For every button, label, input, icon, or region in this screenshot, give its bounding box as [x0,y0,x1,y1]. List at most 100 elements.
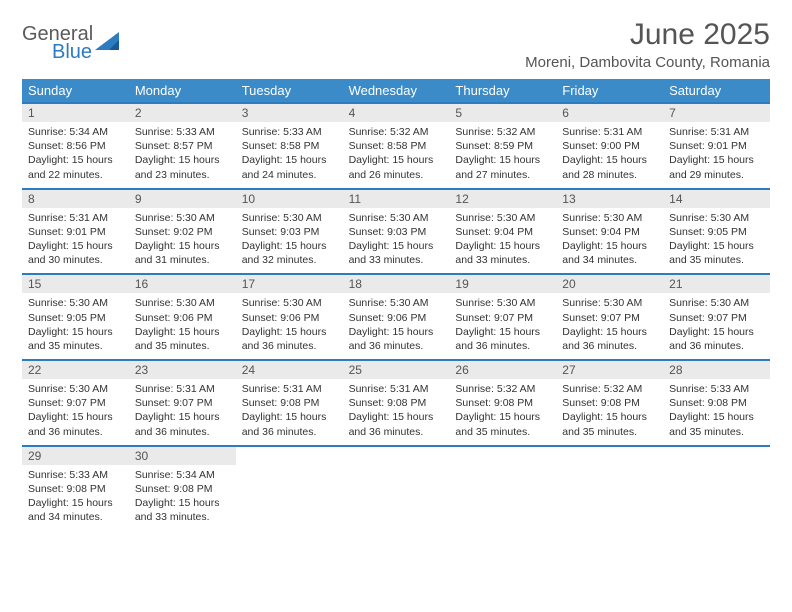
day-number: 13 [556,190,663,208]
day-number: 27 [556,361,663,379]
sunset-line: Sunset: 9:04 PM [455,225,550,239]
sunrise-line: Sunrise: 5:31 AM [562,125,657,139]
day-number [449,447,556,465]
sunrise-line: Sunrise: 5:30 AM [28,382,123,396]
day-cell: Sunrise: 5:34 AMSunset: 8:56 PMDaylight:… [22,122,129,188]
week-block: 1234567Sunrise: 5:34 AMSunset: 8:56 PMDa… [22,102,770,188]
day-cell: Sunrise: 5:33 AMSunset: 8:58 PMDaylight:… [236,122,343,188]
sunrise-line: Sunrise: 5:32 AM [349,125,444,139]
day-cell: Sunrise: 5:30 AMSunset: 9:04 PMDaylight:… [449,208,556,274]
sunrise-line: Sunrise: 5:31 AM [669,125,764,139]
day-number: 24 [236,361,343,379]
day-number: 11 [343,190,450,208]
day-cell: Sunrise: 5:31 AMSunset: 9:01 PMDaylight:… [663,122,770,188]
day-content-row: Sunrise: 5:30 AM Sunset: 9:05 PM Daylight:… [22,293,770,359]
sunset-line: Sunset: 9:00 PM [562,139,657,153]
day-cell [343,465,450,531]
day-cell: Sunrise: 5:33 AMSunset: 8:57 PMDaylight:… [129,122,236,188]
daylight-line: Daylight: 15 hours and 35 minutes. [669,410,764,438]
daylight-line: Daylight: 15 hours and 28 minutes. [562,153,657,181]
sunrise-line: Sunrise: 5:33 AM [28,468,123,482]
day-cell: Sunrise: 5:32 AMSunset: 9:08 PMDaylight:… [449,379,556,445]
sunset-line: Sunset: 9:06 PM [242,311,337,325]
daylight-line: Daylight: 15 hours and 22 minutes. [28,153,123,181]
weekday-header: Sunday [22,79,129,102]
daylight-line: Daylight: 15 hours and 35 minutes. [562,410,657,438]
day-number: 23 [129,361,236,379]
week-block: 22232425262728 Sunrise: 5:30 AM Sunset: 9:… [22,359,770,445]
day-cell: Sunrise: 5:30 AMSunset: 9:07 PMDaylight:… [663,293,770,359]
sunrise-line: Sunrise: 5:33 AM [669,382,764,396]
sunrise-line: Sunrise: 5:34 AM [135,468,230,482]
day-number: 28 [663,361,770,379]
day-cell [449,465,556,531]
day-cell: Sunrise: 5:30 AMSunset: 9:03 PMDaylight:… [236,208,343,274]
day-content-row: Sunrise: 5:31 AMSunset: 9:01 PMDaylight:… [22,208,770,274]
sunset-line: Sunset: 9:02 PM [135,225,230,239]
day-cell: Sunrise: 5:32 AMSunset: 9:08 PMDaylight:… [556,379,663,445]
sunrise-line: Sunrise: 5:34 AM [28,125,123,139]
day-cell: Sunrise: 5:32 AMSunset: 8:58 PMDaylight:… [343,122,450,188]
sunrise-line: Sunrise: 5:33 AM [242,125,337,139]
sunrise-line: Sunrise: 5:30 AM [455,296,550,310]
day-cell: Sunrise: 5:33 AMSunset: 9:08 PMDaylight:… [663,379,770,445]
daylight-line: Daylight: 15 hours and 30 minutes. [28,239,123,267]
weekday-header: Saturday [663,79,770,102]
day-number: 29 [22,447,129,465]
day-number: 5 [449,104,556,122]
sunrise-line: Sunrise: 5:30 AM [349,296,444,310]
sunrise-line: Sunrise: 5:30 AM [135,296,230,310]
day-number: 9 [129,190,236,208]
sunset-line: Sunset: 9:05 PM [28,311,123,325]
day-number-row: 2930 [22,445,770,465]
day-number [343,447,450,465]
sunset-line: Sunset: 9:08 PM [242,396,337,410]
sunrise-line: Sunrise: 5:30 AM [562,211,657,225]
sunset-line: Sunset: 9:08 PM [455,396,550,410]
sunset-line: Sunset: 8:58 PM [242,139,337,153]
logo-blue-text: Blue [52,42,93,62]
daylight-line: Daylight: 15 hours and 24 minutes. [242,153,337,181]
day-content-row: Sunrise: 5:33 AMSunset: 9:08 PMDaylight:… [22,465,770,531]
day-cell: Sunrise: 5:30 AMSunset: 9:03 PMDaylight:… [343,208,450,274]
day-number: 6 [556,104,663,122]
sunrise-line: Sunrise: 5:31 AM [242,382,337,396]
day-number: 18 [343,275,450,293]
day-number: 17 [236,275,343,293]
sunrise-line: Sunrise: 5:30 AM [669,211,764,225]
day-cell: Sunrise: 5:31 AMSunset: 9:07 PMDaylight:… [129,379,236,445]
sunset-line: Sunset: 9:08 PM [135,482,230,496]
sunrise-line: Sunrise: 5:30 AM [455,211,550,225]
weekday-header: Monday [129,79,236,102]
sunset-line: Sunset: 9:08 PM [28,482,123,496]
sunset-line: Sunset: 9:01 PM [669,139,764,153]
sunset-line: Sunset: 9:07 PM [669,311,764,325]
daylight-line: Daylight: 15 hours and 36 minutes. [562,325,657,353]
daylight-line: Daylight: 15 hours and 36 minutes. [669,325,764,353]
daylight-line: Daylight: 15 hours and 35 minutes. [135,325,230,353]
sunset-line: Sunset: 9:07 PM [455,311,550,325]
calendar: Sunday Monday Tuesday Wednesday Thursday… [22,79,770,530]
day-number: 10 [236,190,343,208]
sunset-line: Sunset: 9:06 PM [349,311,444,325]
day-number-row: 15161718192021 [22,273,770,293]
day-cell: Sunrise: 5:30 AMSunset: 9:07 PMDaylight:… [556,293,663,359]
day-cell [663,465,770,531]
day-number: 19 [449,275,556,293]
weekday-header-row: Sunday Monday Tuesday Wednesday Thursday… [22,79,770,102]
daylight-line: Daylight: 15 hours and 23 minutes. [135,153,230,181]
day-number: 2 [129,104,236,122]
day-number [556,447,663,465]
page-title: June 2025 [525,18,770,52]
daylight-line: Daylight: 15 hours and 35 minutes. [455,410,550,438]
day-number: 25 [343,361,450,379]
day-number: 14 [663,190,770,208]
day-cell: Sunrise: 5:30 AMSunset: 9:02 PMDaylight:… [129,208,236,274]
day-cell: Sunrise: 5:30 AMSunset: 9:06 PMDaylight:… [129,293,236,359]
day-number [663,447,770,465]
daylight-line: Daylight: 15 hours and 36 minutes. [242,325,337,353]
daylight-line: Daylight: 15 hours and 36 minutes. [242,410,337,438]
daylight-line: Daylight: 15 hours and 36 minutes. [349,410,444,438]
day-number-row: 891011121314 [22,188,770,208]
day-number-row: 22232425262728 [22,359,770,379]
